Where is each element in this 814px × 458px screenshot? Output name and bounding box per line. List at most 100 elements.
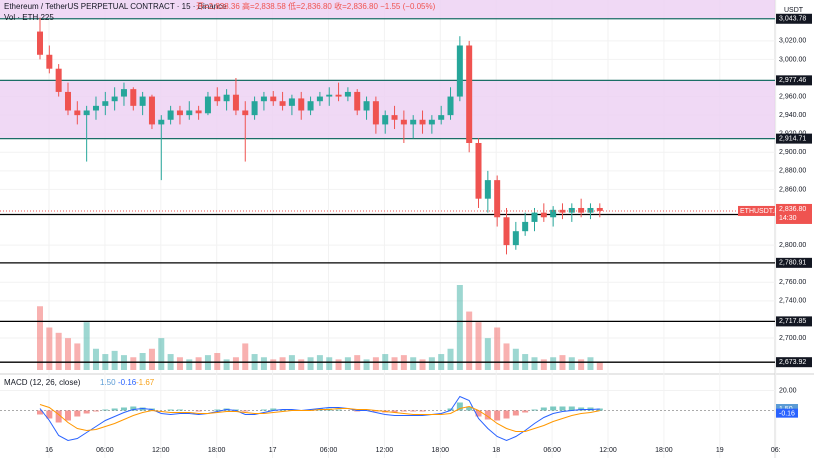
volume-bar	[428, 357, 435, 370]
y-tick-label: 2,800.00	[779, 242, 806, 249]
volume-bar	[64, 338, 71, 370]
level-label-box	[776, 316, 812, 327]
candle-body	[400, 119, 407, 125]
zone	[0, 0, 775, 19]
y-tick-label: 20.00	[779, 387, 797, 394]
volume-bar	[130, 357, 137, 370]
volume-bar	[92, 348, 99, 370]
signal-line	[39, 404, 600, 432]
candle-body	[484, 180, 491, 199]
candle-body	[391, 115, 398, 120]
candle-body	[512, 231, 519, 246]
level-label-box	[776, 133, 812, 144]
volume-bar	[298, 359, 305, 370]
x-tick-label: 18	[492, 447, 500, 454]
volume-bar	[55, 332, 62, 370]
volume-bar	[568, 357, 575, 370]
volume-bar	[242, 343, 249, 370]
macd-histogram	[242, 410, 249, 412]
candle-body	[288, 98, 295, 106]
volume-bar	[447, 348, 454, 370]
candle-body	[494, 180, 501, 218]
candle-body	[587, 207, 594, 213]
macd-histogram	[503, 410, 510, 419]
volume-bar	[335, 359, 342, 370]
volume-readout: Vol · ETH 225	[4, 13, 54, 22]
macd-histogram	[522, 410, 529, 413]
macd-axis-label: -0.16	[779, 411, 795, 418]
candle-body	[344, 91, 351, 97]
candle-body	[438, 115, 445, 120]
volume-bar	[456, 285, 463, 370]
macd-histogram	[400, 410, 407, 412]
macd-histogram	[484, 410, 491, 420]
macd-histogram	[195, 410, 202, 412]
volume-bar	[279, 357, 286, 370]
macd-histogram	[540, 407, 547, 411]
volume-bar	[326, 357, 333, 370]
candle-body	[428, 119, 435, 125]
volume-bar	[512, 348, 519, 370]
macd-reading: -1.67	[136, 378, 155, 387]
macd-histogram	[550, 406, 557, 411]
volume-bar	[475, 322, 482, 370]
candle-body	[148, 96, 155, 125]
candle-body	[466, 45, 473, 143]
candle-body	[354, 91, 361, 111]
level-label-box	[776, 75, 812, 86]
macd-axis-tag	[776, 408, 798, 418]
volume-bar	[503, 343, 510, 370]
last-price-box	[776, 203, 812, 224]
candle-body	[382, 115, 389, 125]
candle-body	[251, 101, 258, 116]
ohlc-readout: 开=2,838.36 高=2,838.58 低=2,836.80 收=2,836…	[196, 1, 436, 11]
macd-histogram	[130, 406, 137, 411]
volume-bar	[344, 357, 351, 370]
macd-line	[39, 395, 600, 442]
symbol-title: Ethereum / TetherUS PERPETUAL CONTRACT ·…	[4, 2, 227, 11]
volume-bar	[232, 357, 239, 370]
volume-bar	[307, 357, 314, 370]
candle-body	[195, 110, 202, 114]
zone	[0, 80, 775, 139]
candle-body	[37, 31, 43, 55]
candle-body	[456, 45, 463, 97]
macd-histogram	[335, 409, 342, 411]
volume-bar	[391, 357, 398, 370]
volume-bar	[270, 359, 277, 370]
macd-histogram	[475, 410, 482, 417]
candle-body	[64, 91, 71, 111]
y-tick-label: 2,700.00	[779, 335, 806, 342]
macd-histogram	[37, 410, 43, 415]
volume-bar	[578, 359, 585, 370]
macd-histogram	[214, 409, 221, 411]
macd-histogram	[512, 410, 519, 416]
macd-histogram	[419, 410, 426, 412]
candle-body	[335, 94, 342, 97]
candle-body	[410, 119, 417, 125]
volume-bar	[186, 359, 193, 370]
candle-body	[568, 207, 575, 213]
macd-histogram	[270, 408, 277, 411]
macd-histogram	[74, 410, 81, 417]
candle-body	[596, 207, 603, 211]
x-tick-label: 12:00	[152, 447, 170, 454]
candle-body	[503, 217, 510, 246]
level-label: 2,914.71	[779, 135, 806, 142]
level-label: 2,717.85	[779, 318, 806, 325]
candle-body	[46, 54, 53, 69]
volume-bar	[372, 357, 379, 370]
currency-label: USDT	[784, 7, 804, 14]
volume-bar	[37, 306, 43, 370]
volume-bar	[74, 343, 81, 370]
level-label: 3,043.78	[779, 16, 806, 23]
candle-body	[326, 94, 333, 97]
macd-histogram	[466, 406, 473, 411]
candle-body	[279, 101, 286, 106]
volume-bar	[494, 327, 501, 370]
x-tick-label: 06:	[771, 447, 781, 454]
macd-histogram	[456, 402, 463, 411]
candle-body	[158, 119, 165, 125]
volume-bar	[531, 357, 538, 370]
